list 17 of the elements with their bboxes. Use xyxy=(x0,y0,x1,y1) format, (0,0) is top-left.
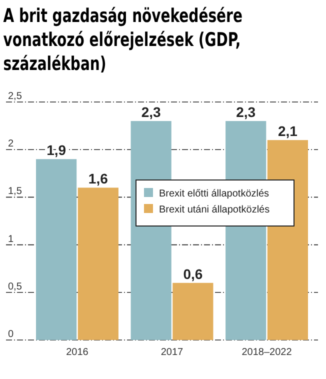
x-tick-label: 2017 xyxy=(160,347,184,358)
legend-label: Brexit utáni állapotközlés xyxy=(159,204,270,216)
y-tick-label: 2,5 xyxy=(8,91,22,102)
y-tick-label: 1 xyxy=(8,234,14,245)
x-tick-label: 2018–2022 xyxy=(242,347,292,358)
legend-label: Brexit előtti állapotközlés xyxy=(159,188,270,200)
y-tick-label: 0 xyxy=(8,329,14,340)
data-label: 1,6 xyxy=(88,170,108,187)
y-tick-label: 2 xyxy=(8,138,14,150)
data-label: 2,1 xyxy=(278,123,298,140)
data-label: 2,3 xyxy=(141,104,162,120)
y-tick-label: 0,5 xyxy=(8,281,22,292)
y-tick-label: 1,5 xyxy=(8,186,22,198)
x-tick-label: 2016 xyxy=(66,347,89,358)
data-label: 0,6 xyxy=(183,266,203,282)
data-label: 2,3 xyxy=(236,104,256,120)
chart-title: A brit gazdaság növekedésére vonatkozó előrejelzések (GDP, százalékban) xyxy=(3,6,242,76)
